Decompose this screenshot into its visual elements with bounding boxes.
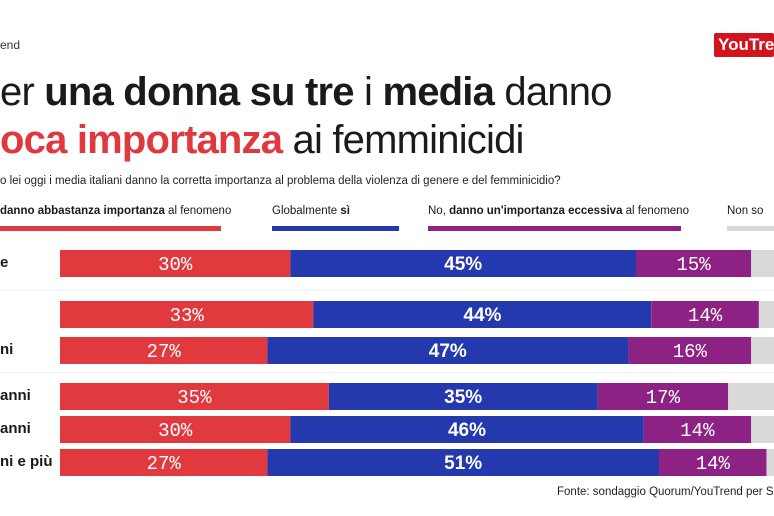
bar-segment (60, 337, 268, 364)
bar-segment (751, 250, 774, 277)
group-separator (0, 290, 774, 291)
bar-segment (267, 449, 660, 476)
bar-value-label: 30% (158, 254, 193, 276)
title-segment: ai femminicidi (282, 118, 525, 162)
legend-item: danno abbastanza importanza al fenomeno (0, 205, 231, 217)
bar-value-label: 14% (688, 305, 723, 327)
bar-segment (758, 301, 774, 328)
bar-segment (60, 449, 268, 476)
bar-segment (643, 416, 752, 443)
bar-value-label: 45% (444, 254, 482, 275)
bar-value-label: 46% (448, 420, 486, 441)
bar-value-label: 35% (177, 387, 212, 409)
legend-item: Non so (727, 205, 763, 217)
bar-segment (60, 416, 291, 443)
row-label: anni (0, 387, 31, 404)
title-segment: er (0, 70, 45, 114)
bar-segment (636, 250, 752, 277)
bar-segment (290, 250, 636, 277)
bar-segment (728, 383, 774, 410)
group-separator (0, 372, 774, 373)
bar-segment (60, 250, 291, 277)
legend-swatch (0, 226, 221, 231)
legend-label: danno abbastanza importanza (0, 205, 165, 217)
bar-value-label: 33% (170, 305, 205, 327)
bar-segment (60, 383, 329, 410)
legend-swatch (428, 226, 681, 231)
bar-segment (751, 416, 774, 443)
source-note: Fonte: sondaggio Quorum/YouTrend per Sky (557, 486, 774, 498)
bar-value-label: 17% (646, 387, 681, 409)
title-segment: danno (494, 70, 612, 114)
row-label: ni (0, 341, 14, 358)
survey-question: o lei oggi i media italiani danno la cor… (0, 175, 561, 187)
title-segment: i (353, 70, 383, 114)
bar-segment (766, 449, 774, 476)
brand-name: end (0, 38, 21, 52)
title-line-1: er una donna su tre i media danno (0, 68, 612, 116)
legend-item: Globalmente sì (272, 205, 350, 217)
bar-segment (651, 301, 759, 328)
page-title: er una donna su tre i media danno oca im… (0, 68, 612, 164)
legend-label: No, (428, 205, 450, 217)
bar-value-label: 30% (158, 420, 193, 442)
title-segment: media (382, 70, 495, 114)
legend-item: No, danno un'importanza eccessiva al fen… (428, 205, 689, 217)
youtrend-logo: YouTre (714, 33, 774, 57)
bar-value-label: 35% (444, 387, 482, 408)
bar-value-label: 16% (673, 341, 708, 363)
legend-label: sì (340, 205, 350, 217)
bar-value-label: 44% (463, 305, 501, 326)
row-label: e (0, 254, 9, 271)
legend-label: Globalmente (272, 205, 341, 217)
title-segment: una donna su tre (44, 70, 354, 114)
title-segment: oca importanza (0, 118, 283, 162)
bar-segment (60, 301, 314, 328)
bar-segment (313, 301, 652, 328)
bar-segment (290, 416, 644, 443)
bar-value-label: 27% (147, 453, 182, 475)
bar-value-label: 27% (147, 341, 182, 363)
legend-swatch (272, 226, 399, 231)
bar-segment (751, 337, 774, 364)
bar-segment (328, 383, 598, 410)
legend-label: al fenomeno (622, 205, 689, 217)
legend-swatch (727, 226, 774, 231)
bar-value-label: 15% (676, 254, 711, 276)
bar-value-label: 14% (696, 453, 731, 475)
legend-label: al fenomeno (164, 205, 232, 217)
legend-label: Non so (727, 205, 764, 217)
bar-segment (597, 383, 729, 410)
bar-value-label: 14% (680, 420, 715, 442)
bar-segment (267, 337, 629, 364)
bar-value-label: 51% (444, 453, 482, 474)
title-line-2: oca importanza ai femminicidi (0, 116, 612, 164)
row-label: anni (0, 420, 31, 437)
legend-label: danno un'importanza eccessiva (449, 205, 623, 217)
bar-segment (659, 449, 767, 476)
row-label: ni e più (0, 453, 53, 470)
bar-segment (628, 337, 752, 364)
bar-value-label: 47% (429, 341, 467, 362)
